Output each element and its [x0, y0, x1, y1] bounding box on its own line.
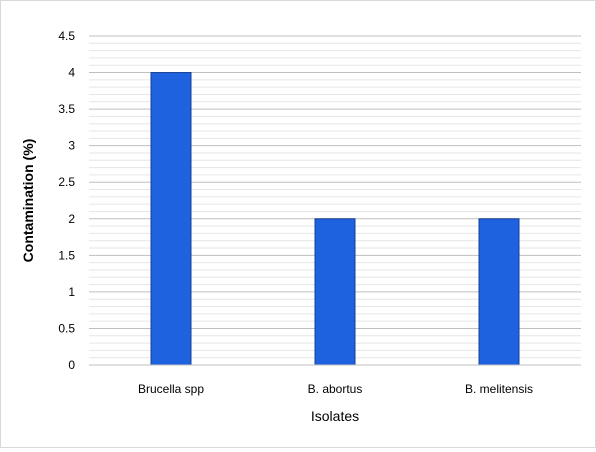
y-tick-label: 2.5 — [58, 175, 75, 189]
x-tick-label: B. melitensis — [465, 382, 533, 396]
y-tick-label: 4.5 — [58, 29, 75, 43]
y-tick-label: 3.5 — [58, 102, 75, 116]
y-tick-label: 2 — [68, 212, 75, 226]
y-tick-label: 3 — [68, 139, 75, 153]
bar — [314, 218, 356, 366]
y-tick-label: 1 — [68, 285, 75, 299]
bar — [150, 72, 192, 366]
y-tick-label: 1.5 — [58, 248, 75, 262]
y-tick-label: 4 — [68, 66, 75, 80]
bars — [150, 72, 520, 366]
y-tick-label: 0.5 — [58, 321, 75, 335]
x-axis-title: Isolates — [311, 408, 359, 424]
bar — [478, 218, 520, 366]
x-tick-label: B. abortus — [308, 382, 363, 396]
x-axis-ticks: Brucella spp B. abortus B. melitensis — [138, 382, 533, 396]
y-tick-label: 0 — [68, 358, 75, 372]
y-axis-title: Contamination (%) — [20, 139, 36, 263]
x-tick-label: Brucella spp — [138, 382, 204, 396]
y-axis-ticks: 0 0.5 1 1.5 2 2.5 3 3.5 4 4.5 — [58, 29, 75, 372]
